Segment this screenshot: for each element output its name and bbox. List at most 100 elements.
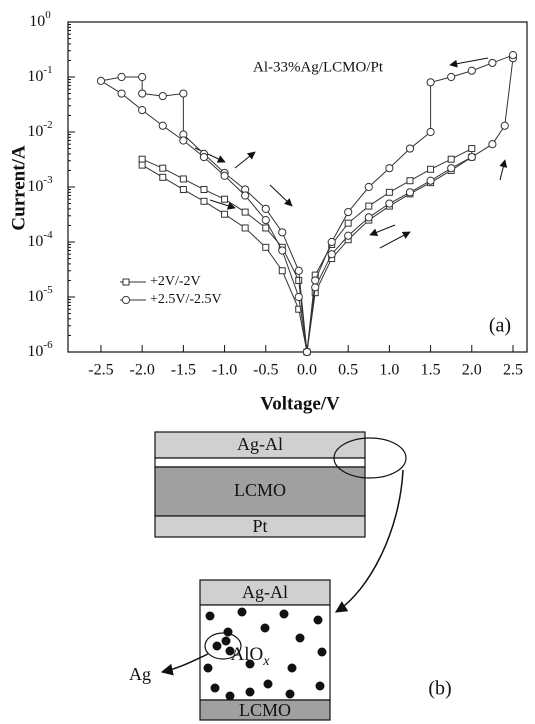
x-tick-label: -2.0 [130,362,155,379]
marker [386,189,392,195]
marker [406,189,413,196]
marker [427,79,434,86]
layer-label: Pt [252,516,267,536]
arrow [370,225,395,235]
marker [279,268,285,274]
arrow [380,232,410,248]
marker [221,172,228,179]
y-tick-label-sup: -3 [43,174,53,186]
y-tick-label-sup: -5 [43,284,53,296]
marker [328,238,335,245]
marker [469,146,475,152]
marker [312,277,319,284]
marker [242,192,249,199]
x-tick-label: 1.0 [379,362,399,379]
marker [118,90,125,97]
arrow [270,185,292,206]
y-tick-label: 10 [27,68,43,85]
y-tick-label-sup: -6 [43,339,53,351]
marker [427,128,434,135]
marker [386,165,393,172]
marker [489,141,496,148]
marker [263,225,269,231]
marker [160,165,166,171]
chart-title: Al-33%Ag/LCMO/Pt [253,59,384,75]
marker [345,220,351,226]
y-tick-label-sup: -1 [43,64,52,76]
marker [312,284,319,291]
marker [509,52,516,59]
y-tick-label: 10-3 [27,174,53,195]
y-tick-label: 10 [27,178,43,195]
marker [200,153,207,160]
marker [139,73,146,80]
marker [427,177,434,184]
marker [262,205,269,212]
marker [139,156,145,162]
marker [296,277,302,283]
layer-label: LCMO [239,700,291,720]
layer-label: Ag-Al [237,434,283,454]
panel-label: (b) [428,678,451,700]
marker [160,174,166,180]
marker [489,59,496,66]
marker [303,348,310,355]
y-axis-label: Current/A [8,145,29,230]
marker [263,244,269,250]
legend-label: +2.5V/-2.5V [150,292,222,307]
arrow [500,160,505,180]
direction-arrows [195,58,505,248]
y-tick-label: 10-2 [27,119,52,140]
panel-label: (a) [489,315,511,337]
x-tick-label: 1.5 [421,362,441,379]
marker [222,211,228,217]
marker [365,183,372,190]
marker [407,178,413,184]
marker [139,162,145,168]
marker [295,267,302,274]
arrow [450,58,488,65]
layer-label-sub: x [262,654,270,669]
marker [139,90,146,97]
arrow [235,152,255,168]
particle-label: Ag [129,664,151,684]
marker [448,165,455,172]
x-tick-label: -0.5 [253,362,278,379]
marker [242,209,248,215]
marker [406,145,413,152]
marker [345,232,352,239]
series-line [142,149,472,352]
marker [139,107,146,114]
y-tick-label: 10 [27,288,43,305]
marker [180,137,187,144]
y-tick-label-sup: 0 [45,9,51,21]
marker [222,196,228,202]
x-tick-label: -2.5 [88,362,113,379]
marker [118,73,125,80]
x-tick-label: 0.0 [297,362,317,379]
y-tick-label: 100 [29,9,51,30]
marker [180,90,187,97]
marker [386,200,393,207]
y-tick-label: 10-5 [27,284,53,305]
x-axis-label: Voltage/V [260,393,340,414]
marker [159,122,166,129]
marker [279,247,286,254]
layer-label: Ag-Al [242,582,288,602]
marker [122,296,129,303]
y-tick-label: 10-6 [27,339,53,360]
marker [180,187,186,193]
y-tick-label: 10 [29,13,45,30]
page: Al-33%Ag/LCMO/Pt (a) Voltage/V Current/A… [0,0,535,724]
x-tick-label: 0.5 [338,362,358,379]
marker [366,203,372,209]
y-tick-label: 10 [27,233,43,250]
y-tick-label-sup: -4 [43,229,53,241]
marker [242,225,248,231]
x-tick-label: 2.0 [462,362,482,379]
marker [345,208,352,215]
y-tick-label: 10 [27,343,43,360]
marker [448,156,454,162]
marker [201,198,207,204]
x-tick-label: -1.0 [212,362,237,379]
